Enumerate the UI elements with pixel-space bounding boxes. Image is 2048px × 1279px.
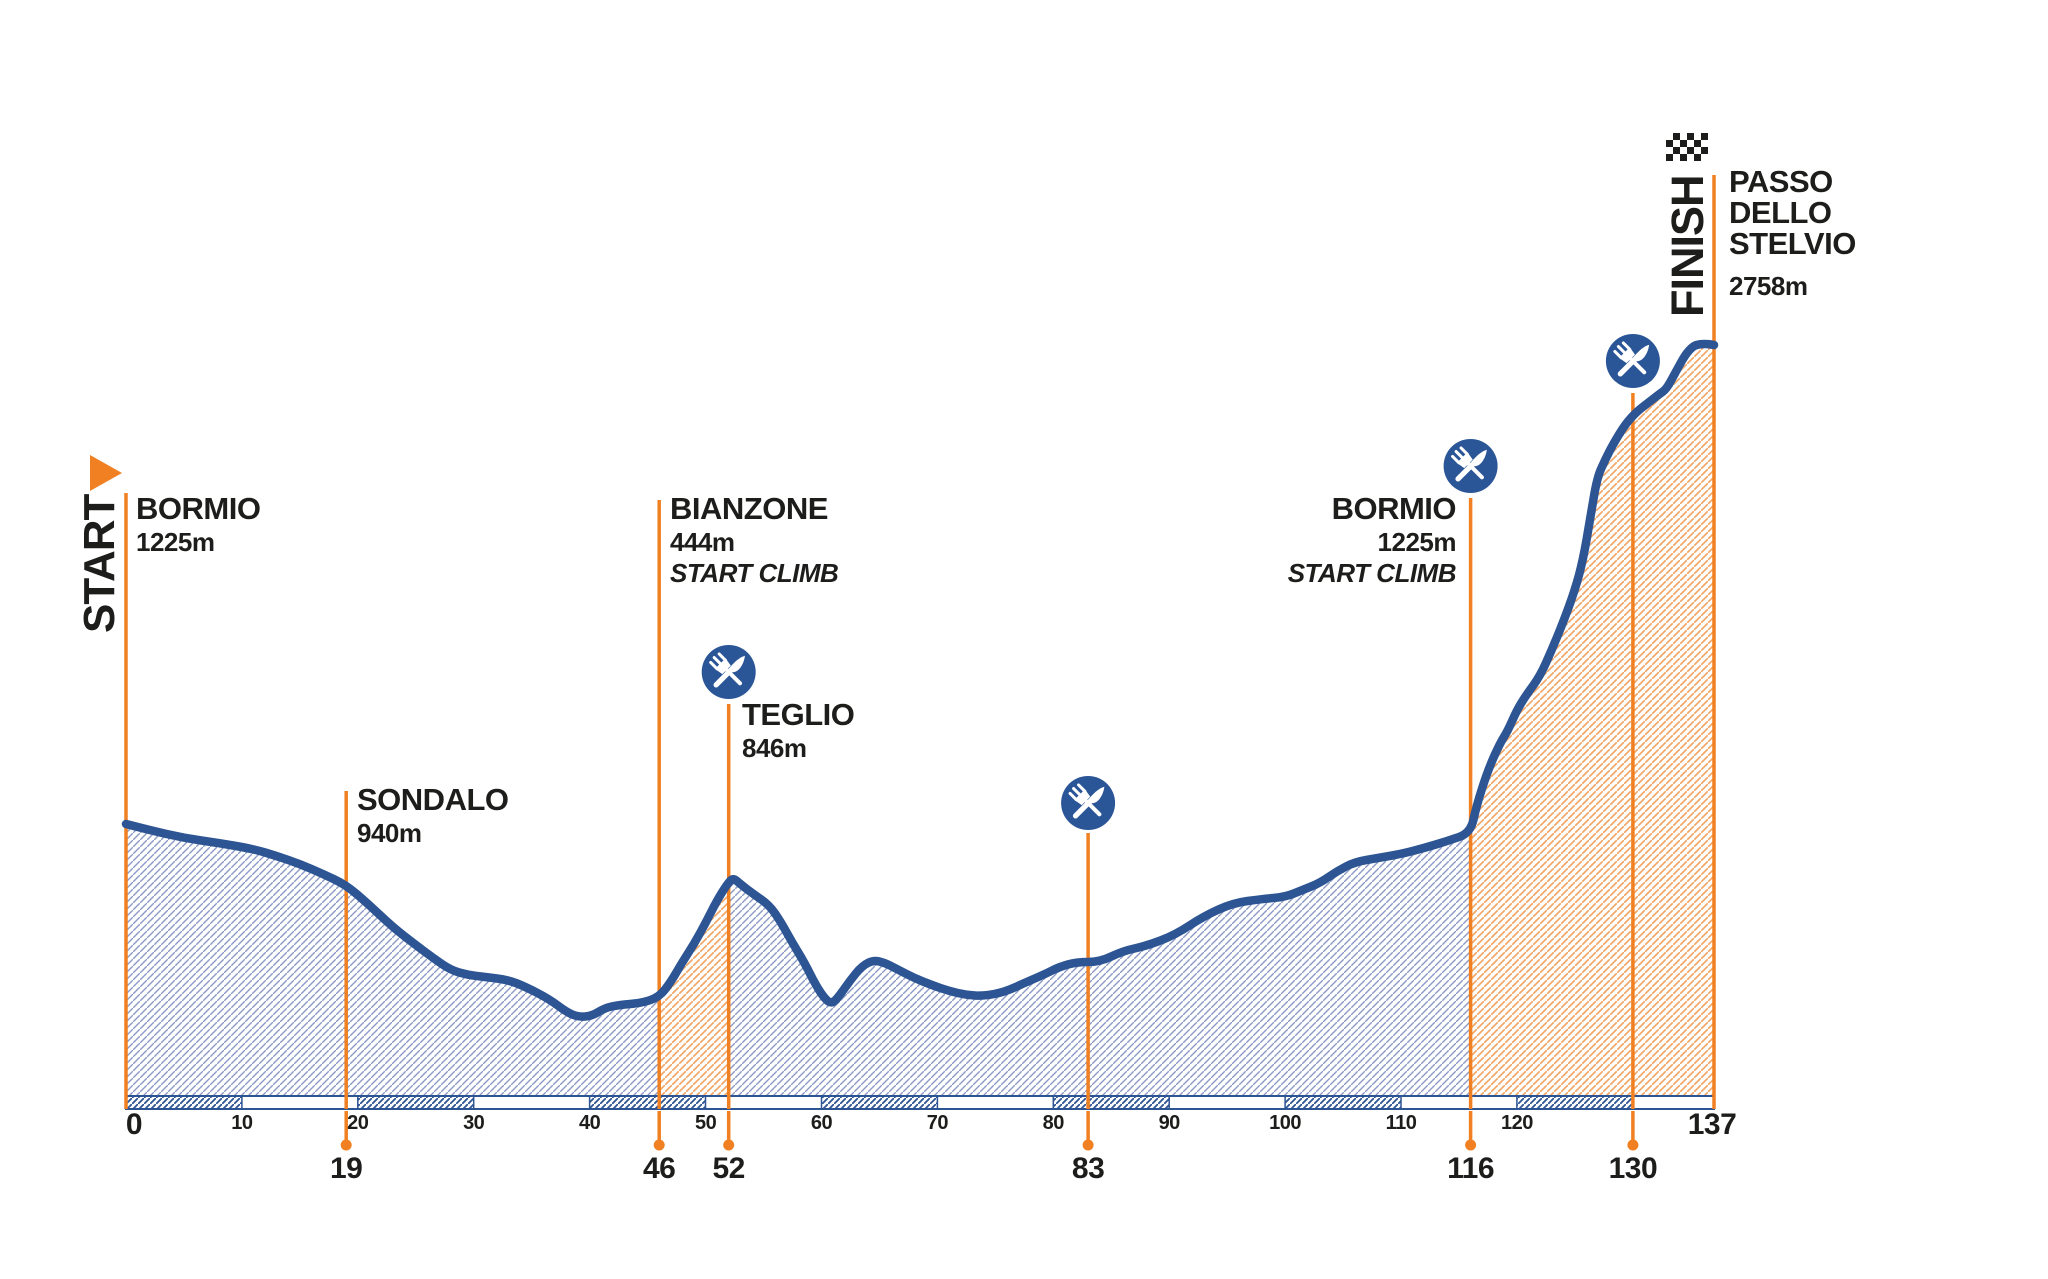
start-label: START <box>75 494 124 633</box>
marker-dot-feed-130 <box>1627 1139 1639 1151</box>
food-station-icons <box>701 334 1660 830</box>
start-triangle-icon <box>90 455 122 491</box>
x-tick-50: 50 <box>694 1112 717 1134</box>
x-tick-10: 10 <box>231 1112 253 1134</box>
km-marker-label-feed-83: 83 <box>1071 1152 1105 1185</box>
x-tick-60: 60 <box>810 1112 833 1134</box>
x-tick-100: 100 <box>1269 1112 1302 1134</box>
area-fill-blue-1 <box>126 824 660 1096</box>
marker-dot-feed-83 <box>1082 1139 1094 1151</box>
waypoint-label-bormio-climb: BORMIO 1225m START CLIMB <box>1240 490 1457 589</box>
km-marker-label-sondalo: 19 <box>330 1152 363 1185</box>
marker-dot-bormio-climb <box>1465 1139 1477 1151</box>
km-marker-label-bormio-climb: 116 <box>1447 1152 1495 1185</box>
x-tick-120: 120 <box>1500 1112 1533 1134</box>
waypoint-label-teglio: TEGLIO 846m <box>742 696 855 764</box>
waypoint-label-sondalo: SONDALO 940m <box>357 781 509 849</box>
distance-bar-hatched-segment <box>125 1095 243 1110</box>
x-tick-40: 40 <box>578 1112 601 1134</box>
waypoint-markers <box>124 175 1716 1151</box>
distance-bar <box>125 1095 1715 1110</box>
waypoint-elevation: 846m <box>742 733 807 763</box>
waypoint-label-bianzone: BIANZONE 444m START CLIMB <box>670 490 839 589</box>
waypoint-name: PASSO DELLO STELVIO <box>1729 164 1856 261</box>
waypoint-name: BIANZONE <box>670 491 828 526</box>
finish-label: FINISH <box>1662 175 1713 317</box>
x-tick-90: 90 <box>1158 1112 1181 1134</box>
distance-bar-hatched-segment <box>1516 1095 1634 1110</box>
area-fill-climb-stelvio <box>1470 344 1714 1096</box>
food-icon <box>701 645 756 699</box>
marker-dot-bianzone <box>653 1139 665 1151</box>
area-fill-climb-teglio <box>659 882 729 1096</box>
elevation-curve <box>121 339 1719 1021</box>
waypoint-note: START CLIMB <box>1287 558 1457 588</box>
waypoint-label-passo-stelvio: PASSO DELLO STELVIO 2758m <box>1729 166 1939 302</box>
food-icon <box>1605 334 1660 388</box>
waypoint-label-bormio-start: BORMIO 1225m <box>136 490 261 558</box>
waypoint-name: BORMIO <box>136 491 261 526</box>
x-endpoint-0: 0 <box>125 1108 143 1141</box>
x-tick-20: 20 <box>347 1112 369 1134</box>
x-tick-80: 80 <box>1042 1112 1065 1134</box>
x-tick-30: 30 <box>463 1112 485 1134</box>
waypoint-elevation: 444m <box>670 527 735 557</box>
distance-bar-hatched-segment <box>357 1095 475 1110</box>
x-endpoint-137: 137 <box>1687 1108 1737 1141</box>
waypoint-name: TEGLIO <box>742 697 855 732</box>
checkered-flag-icon <box>1666 133 1708 161</box>
distance-bar-hatched-segment <box>820 1095 939 1110</box>
distance-bar-hatched-segment <box>1052 1095 1170 1110</box>
food-icon <box>1443 439 1498 493</box>
food-icon <box>1061 776 1116 830</box>
x-tick-70: 70 <box>926 1112 949 1134</box>
waypoint-elevation: 1225m <box>136 527 215 557</box>
x-tick-110: 110 <box>1385 1112 1417 1134</box>
waypoint-name: SONDALO <box>357 782 509 817</box>
waypoint-name: BORMIO <box>1331 491 1457 526</box>
waypoint-note: START CLIMB <box>670 558 839 588</box>
km-marker-label-bianzone: 46 <box>643 1152 676 1185</box>
distance-bar-hatched-segment <box>588 1095 707 1110</box>
km-marker-label-feed-130: 130 <box>1608 1152 1658 1185</box>
marker-dot-teglio <box>723 1139 735 1151</box>
waypoint-elevation: 940m <box>357 818 422 848</box>
distance-bar-hatched-segment <box>1284 1095 1402 1110</box>
marker-dot-sondalo <box>340 1139 352 1151</box>
waypoint-elevation: 2758m <box>1729 271 1808 301</box>
waypoint-elevation: 1225m <box>1377 527 1457 557</box>
km-marker-label-teglio: 52 <box>712 1152 746 1185</box>
